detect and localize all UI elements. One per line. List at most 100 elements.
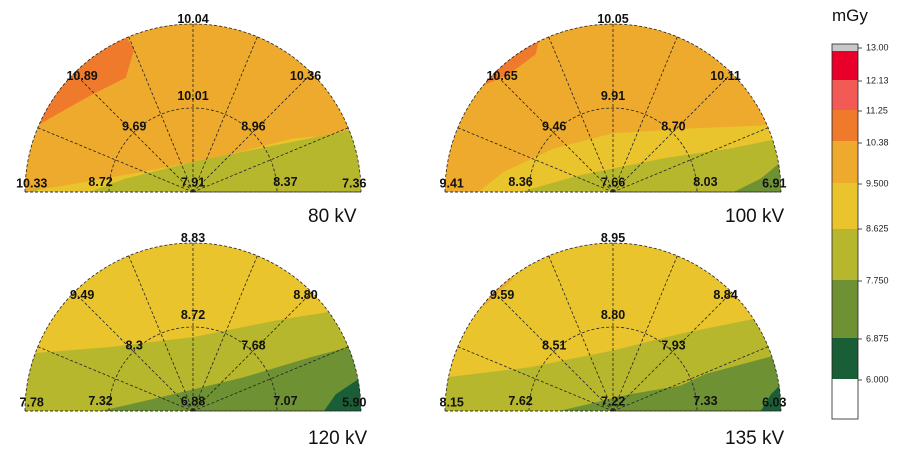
- radial-line: [192, 255, 258, 412]
- inner-arc: [108, 107, 278, 193]
- dose-value-inner: 8.72: [181, 308, 205, 322]
- dose-value-inner: 7.33: [693, 394, 717, 408]
- contour-band: [520, 138, 781, 192]
- colorbar-segment: [832, 379, 858, 419]
- radial-line: [612, 346, 769, 412]
- outer-arc: [444, 242, 782, 412]
- radial-line: [128, 255, 194, 412]
- dose-value-inner: 7.93: [661, 338, 685, 352]
- radial-line: [493, 291, 614, 412]
- dose-value-center: 6.88: [181, 394, 205, 408]
- outer-arc: [24, 23, 362, 193]
- dose-value-outer: 8.80: [293, 288, 317, 302]
- radial-line: [457, 127, 614, 193]
- contour-band: [25, 158, 51, 192]
- panel-label-80kv: 80 kV: [308, 206, 357, 227]
- outer-arc: [444, 23, 782, 193]
- radial-line: [73, 291, 194, 412]
- dose-value-inner: 8.80: [601, 308, 625, 322]
- dose-value-outer: 8.15: [440, 396, 464, 410]
- radial-line: [493, 72, 614, 193]
- dose-value-inner: 7.32: [88, 394, 112, 408]
- colorbar-segment: [832, 51, 858, 80]
- panels-layer: 10.33 10.89 10.04 10.36 7.36 8.72 9.69 10.01 8.9…: [16, 12, 786, 412]
- dose-value-inner: 7.62: [508, 394, 532, 408]
- dose-value-inner: 8.96: [241, 119, 265, 133]
- dose-value-inner: 8.72: [88, 175, 112, 189]
- colorbar-unit-label: mGy: [832, 6, 868, 25]
- colorbar-segment: [832, 280, 858, 338]
- radial-line: [612, 291, 733, 412]
- radial-line: [612, 255, 678, 412]
- dose-value-outer: 6.03: [762, 396, 786, 410]
- radial-line: [548, 255, 614, 412]
- dose-value-outer: 8.84: [713, 288, 737, 302]
- radial-line: [192, 36, 258, 193]
- colorbar-segment: [832, 80, 858, 110]
- radial-line: [128, 36, 194, 193]
- dose-value-inner: 7.68: [241, 338, 265, 352]
- dose-value-inner: 8.36: [508, 175, 532, 189]
- colorbar-segment: [832, 110, 858, 141]
- panel-label-100kv: 100 kV: [725, 206, 785, 227]
- inner-arc: [528, 107, 698, 193]
- dose-value-outer: 6.91: [762, 177, 786, 191]
- dose-value-outer: 10.36: [290, 69, 321, 83]
- colorbar-tick-label: 13.00: [866, 42, 889, 52]
- radial-line: [612, 127, 769, 193]
- radial-line: [37, 127, 194, 193]
- colorbar-segment: [832, 44, 858, 51]
- dose-value-outer: 9.49: [70, 288, 94, 302]
- colorbar-tick-label: 11.25: [866, 105, 888, 115]
- panel-label-135kv: 135 kV: [725, 428, 785, 449]
- colorbar-tick-label: 8.625: [866, 223, 889, 233]
- dose-value-outer: 9.41: [440, 177, 464, 191]
- radial-line: [612, 36, 678, 193]
- dose-value-outer: 10.65: [486, 69, 517, 83]
- inner-arc: [528, 326, 698, 412]
- dose-value-center: 7.91: [181, 175, 205, 189]
- radial-line: [192, 127, 349, 193]
- radial-line: [192, 72, 313, 193]
- colorbar-tick-label: 9.500: [866, 178, 889, 188]
- colorbar-tick-label: 7.750: [866, 275, 889, 285]
- dose-value-inner: 9.91: [601, 89, 625, 103]
- radial-line: [548, 36, 614, 193]
- contour-band: [100, 343, 361, 411]
- colorbar-tick-label: 6.875: [866, 333, 889, 343]
- dose-panel: 10.33 10.89 10.04 10.36 7.36 8.72 9.69 10.01 8.9…: [16, 12, 366, 193]
- radial-line: [612, 72, 733, 193]
- colorbar-tick-label: 12.13: [866, 75, 889, 85]
- radial-line: [192, 291, 313, 412]
- dose-panel: 9.41 10.65 10.05 10.11 6.91 8.36 9.46 9.91 8.70 8…: [440, 12, 786, 193]
- dose-value-center: 7.22: [601, 394, 625, 408]
- dose-value-outer: 8.95: [601, 231, 625, 245]
- dose-value-inner: 8.70: [661, 119, 685, 133]
- dose-value-outer: 7.36: [342, 177, 366, 191]
- dose-value-center: 7.66: [601, 175, 625, 189]
- dose-panel: 7.78 9.49 8.83 8.80 5.90 7.32 8.3 8.72 7.68 7.07 6…: [20, 231, 366, 412]
- dose-value-outer: 7.78: [20, 396, 44, 410]
- contour-band: [25, 186, 42, 192]
- dose-value-outer: 10.33: [16, 177, 47, 191]
- colorbar-segment: [832, 338, 858, 379]
- dose-value-inner: 7.07: [273, 394, 297, 408]
- inner-arc: [108, 326, 278, 412]
- contour-band: [559, 353, 781, 411]
- colorbar-frame: [831, 43, 859, 420]
- radial-line: [37, 346, 194, 412]
- dose-value-outer: 8.83: [181, 231, 205, 245]
- dose-value-outer: 10.89: [66, 69, 97, 83]
- dose-value-outer: 10.11: [710, 69, 741, 83]
- dose-value-outer: 5.90: [342, 396, 366, 410]
- dose-panel: 8.15 9.59 8.95 8.84 6.03 7.62 8.51 8.80 7.93 7.33…: [440, 231, 786, 412]
- dose-value-inner: 8.51: [542, 338, 566, 352]
- panel-label-120kv: 120 kV: [308, 428, 368, 449]
- dose-value-outer: 10.05: [597, 12, 628, 26]
- dose-value-outer: 10.04: [177, 12, 208, 26]
- dose-value-inner: 8.37: [273, 175, 297, 189]
- radial-line: [457, 346, 614, 412]
- dose-value-inner: 10.01: [177, 89, 208, 103]
- contour-band: [324, 377, 361, 411]
- colorbar-segment: [832, 141, 858, 183]
